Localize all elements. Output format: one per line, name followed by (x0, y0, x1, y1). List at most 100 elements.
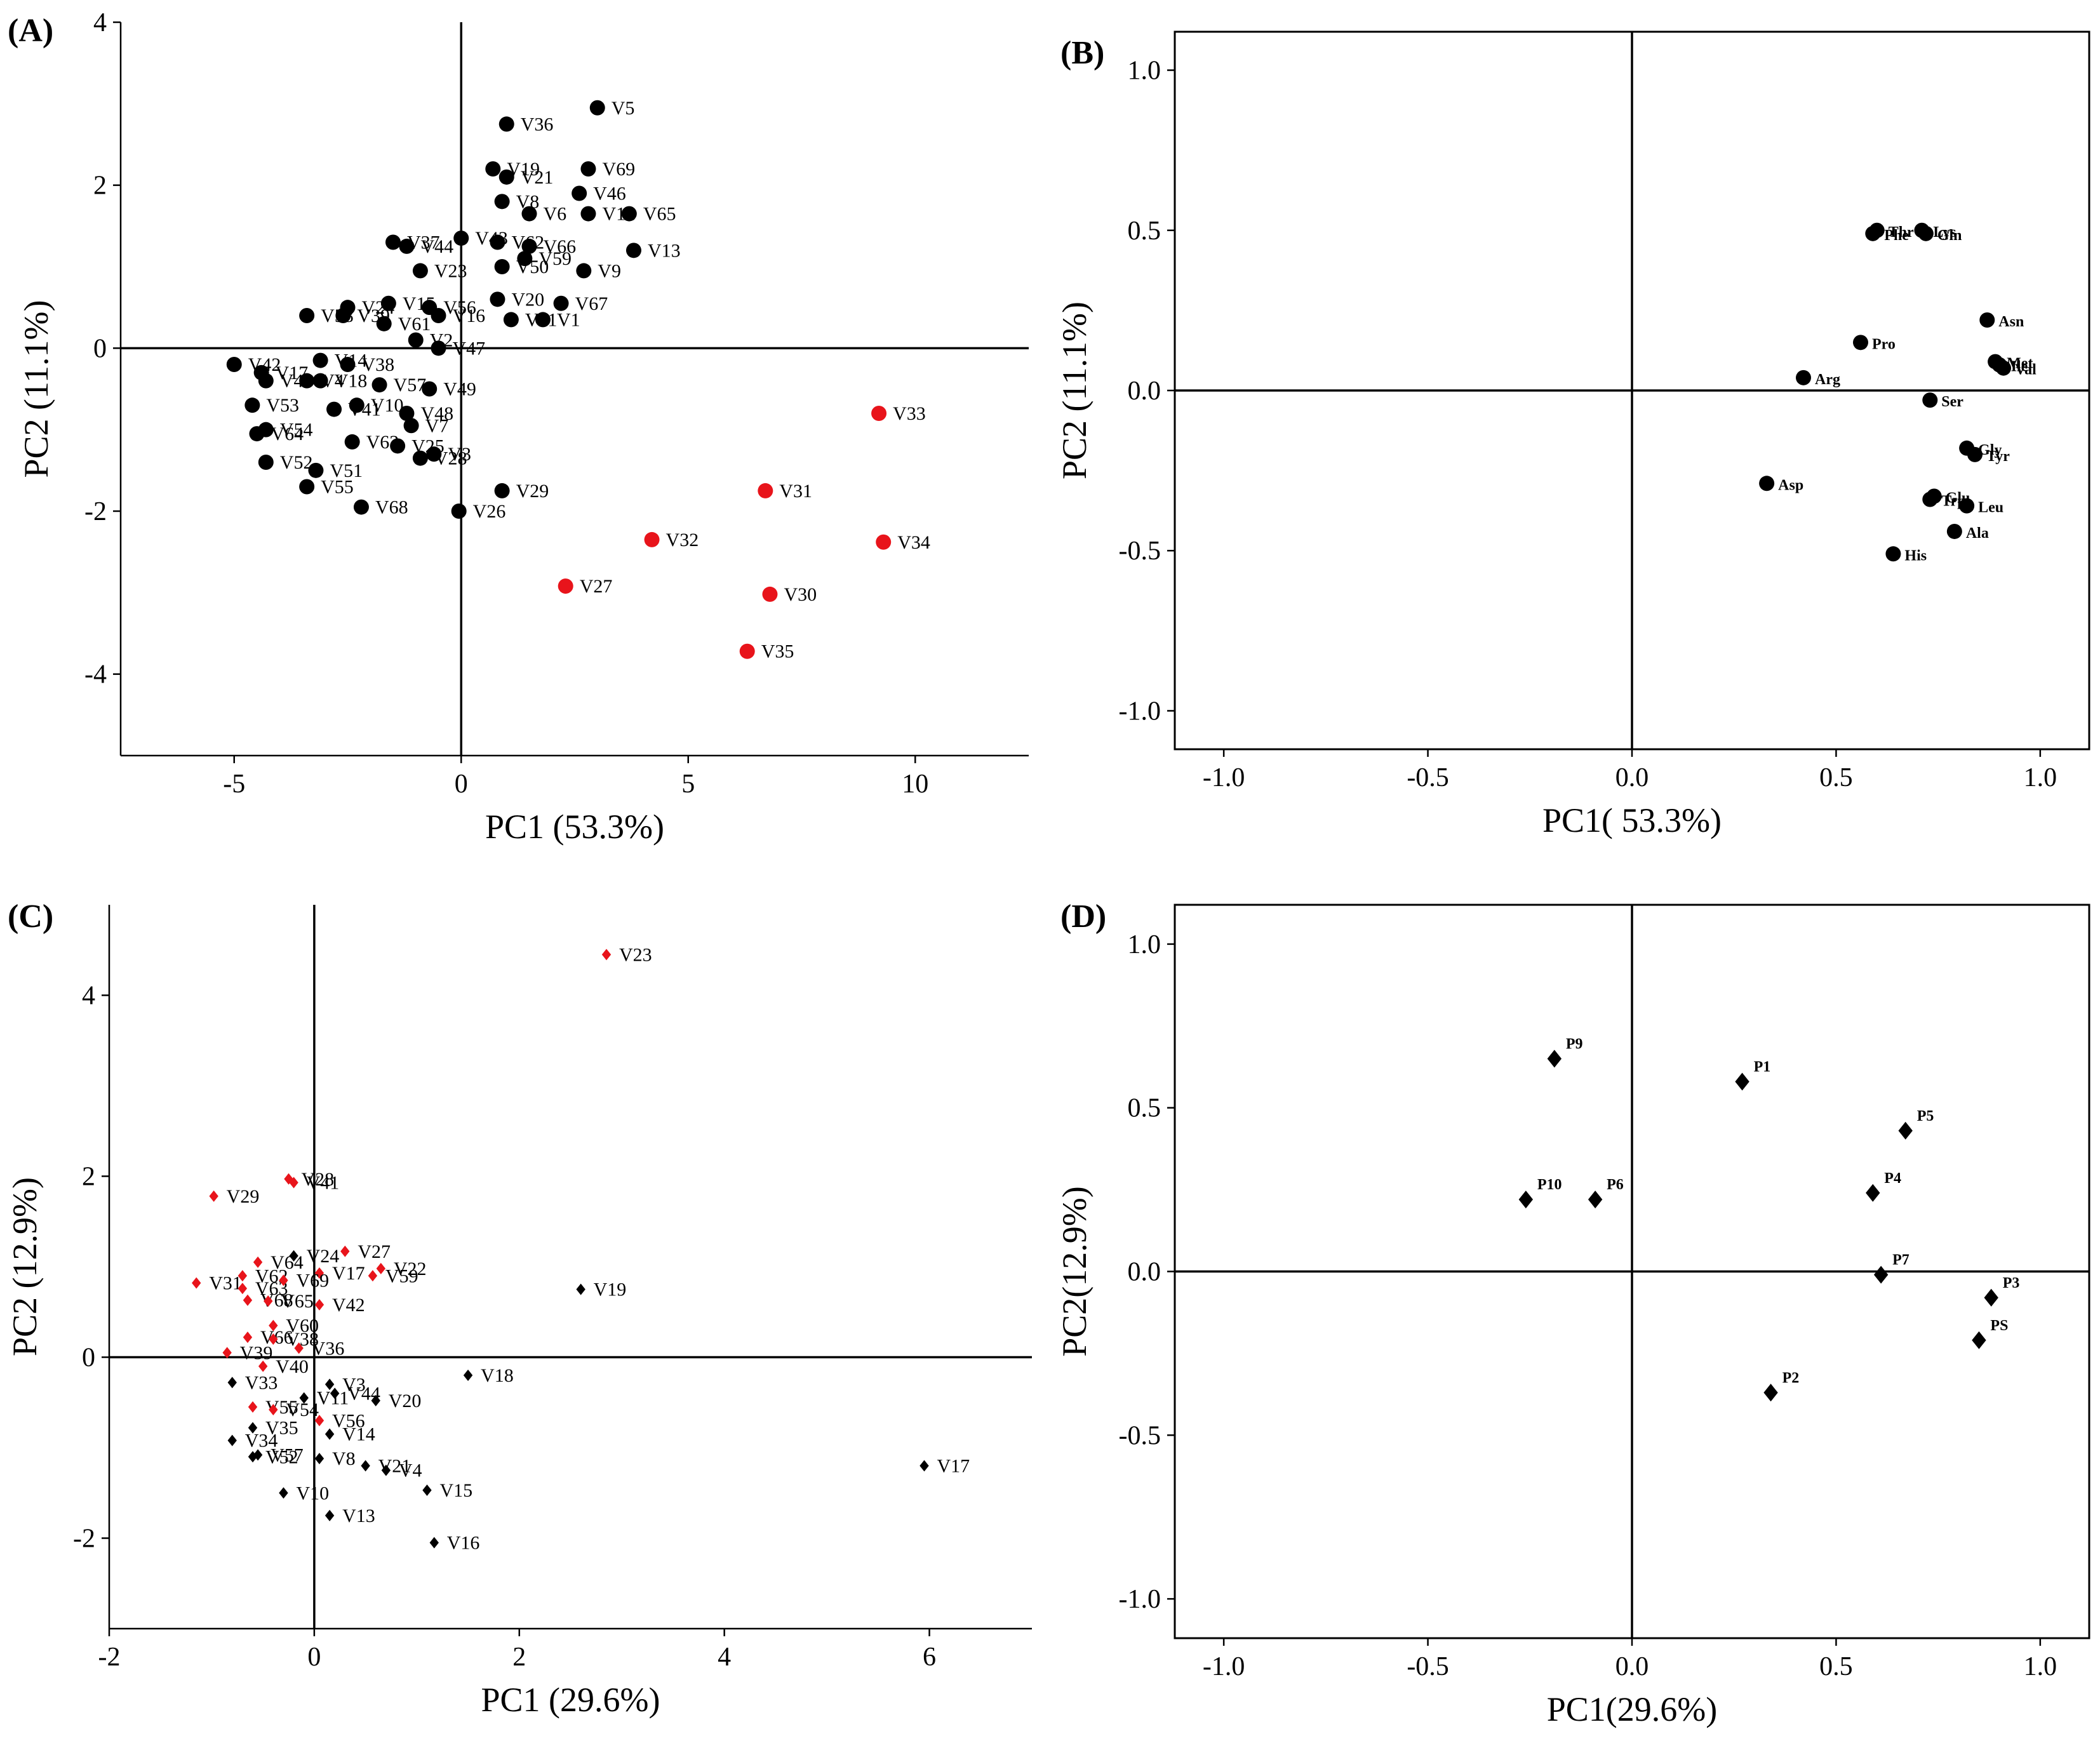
data-point (403, 418, 419, 434)
point-label: Ile (2011, 359, 2028, 375)
x-tick-label: 2 (512, 1643, 526, 1672)
point-label: V38 (286, 1329, 319, 1350)
data-point (248, 1451, 258, 1463)
point-label: V16 (453, 305, 486, 326)
data-point (299, 479, 315, 495)
data-point (498, 169, 514, 185)
data-point (399, 238, 415, 254)
point-label: V17 (332, 1263, 365, 1284)
data-point (289, 1250, 298, 1262)
point-label: V65 (643, 204, 676, 225)
point-label: V7 (425, 415, 449, 436)
point-label: V29 (516, 481, 549, 502)
x-tick-label: 0.0 (1615, 1652, 1649, 1681)
point-label: V14 (342, 1424, 375, 1445)
point-label: V57 (394, 375, 427, 396)
data-point (371, 377, 387, 393)
data-point (580, 161, 596, 177)
data-point (580, 206, 596, 222)
data-point (192, 1277, 201, 1289)
data-point (258, 455, 274, 470)
data-point (253, 1256, 263, 1268)
panel-label: (A) (8, 13, 53, 49)
x-tick-label: -1.0 (1203, 1652, 1245, 1681)
data-point (431, 308, 446, 323)
data-point (1588, 1191, 1603, 1209)
data-point (494, 259, 510, 274)
data-point (1866, 1184, 1880, 1202)
data-point (314, 1453, 324, 1465)
point-label: V41 (307, 1172, 340, 1193)
data-point (601, 949, 612, 961)
y-tick-label: 1.0 (1128, 930, 1161, 959)
data-point (412, 450, 428, 466)
data-point (426, 446, 442, 462)
data-point (1972, 1331, 1986, 1349)
data-point (553, 295, 569, 311)
data-point (361, 1460, 370, 1472)
data-point (1898, 1121, 1913, 1140)
y-tick-label: -2 (73, 1525, 95, 1554)
data-point (269, 1319, 278, 1331)
point-label: V44 (347, 1384, 380, 1405)
data-point (244, 397, 260, 413)
data-point (625, 243, 641, 258)
data-point (314, 1267, 324, 1279)
data-point (249, 426, 265, 442)
data-point (399, 406, 415, 421)
x-tick-label: 0 (307, 1643, 321, 1672)
point-label: Arg (1815, 371, 1840, 388)
point-label: V31 (209, 1273, 242, 1294)
panel-a: (A) -5 0 5 10 -4 -2 0 2 4 PC1 (53.3%) PC2 (11.1%) V5… (8, 8, 1029, 846)
x-tick-label: 1.0 (2024, 763, 2057, 792)
point-label: V61 (398, 314, 431, 335)
data-point (429, 1537, 439, 1549)
point-label: Thr (1889, 224, 1914, 241)
data-point (376, 1262, 386, 1274)
y-axis-label: PC2 (11.1%) (1055, 302, 1093, 479)
point-label: Asp (1778, 477, 1803, 493)
y-tick-label: -4 (84, 660, 107, 690)
point-label: V56 (443, 297, 476, 318)
data-point (314, 1415, 324, 1427)
data-point (243, 1331, 253, 1344)
data-point (314, 1298, 324, 1311)
point-label: V36 (521, 114, 554, 135)
data-point (422, 1484, 432, 1496)
point-label: V26 (473, 501, 506, 522)
data-point (299, 373, 315, 389)
x-tick-label: 6 (923, 1643, 936, 1672)
point-label: V38 (362, 354, 395, 375)
point-label: V55 (321, 477, 354, 498)
point-label: Gln (1937, 227, 1962, 244)
y-tick-label: 0.0 (1128, 1258, 1161, 1287)
point-label: V68 (375, 497, 408, 518)
data-point (1873, 1265, 1889, 1284)
point-label: V9 (598, 260, 621, 281)
y-tick-label: 0 (93, 334, 107, 363)
x-tick-label: 1.0 (2024, 1652, 2057, 1681)
data-point (1735, 1072, 1749, 1091)
point-label: V29 (227, 1186, 260, 1207)
point-label: Tyr (1986, 448, 2010, 465)
data-point (227, 1377, 237, 1389)
data-point (503, 312, 519, 328)
x-axis-label: PC1 (53.3%) (485, 808, 664, 846)
data-point (376, 316, 392, 331)
point-label: V20 (389, 1391, 422, 1411)
data-point (758, 483, 773, 498)
data-point (1984, 1288, 1998, 1307)
point-label: Met (2007, 356, 2033, 372)
point-label: Asn (1998, 314, 2024, 330)
point-label: V51 (330, 460, 363, 481)
data-point (490, 291, 505, 307)
data-point (299, 1392, 309, 1404)
data-point (226, 357, 242, 372)
data-point (871, 406, 887, 421)
data-point (1865, 225, 1881, 241)
x-tick-label: -2 (98, 1643, 121, 1672)
data-point (412, 263, 428, 279)
point-label: V27 (358, 1241, 391, 1262)
y-tick-label: 0.5 (1128, 1094, 1161, 1123)
data-point (1959, 498, 1975, 514)
